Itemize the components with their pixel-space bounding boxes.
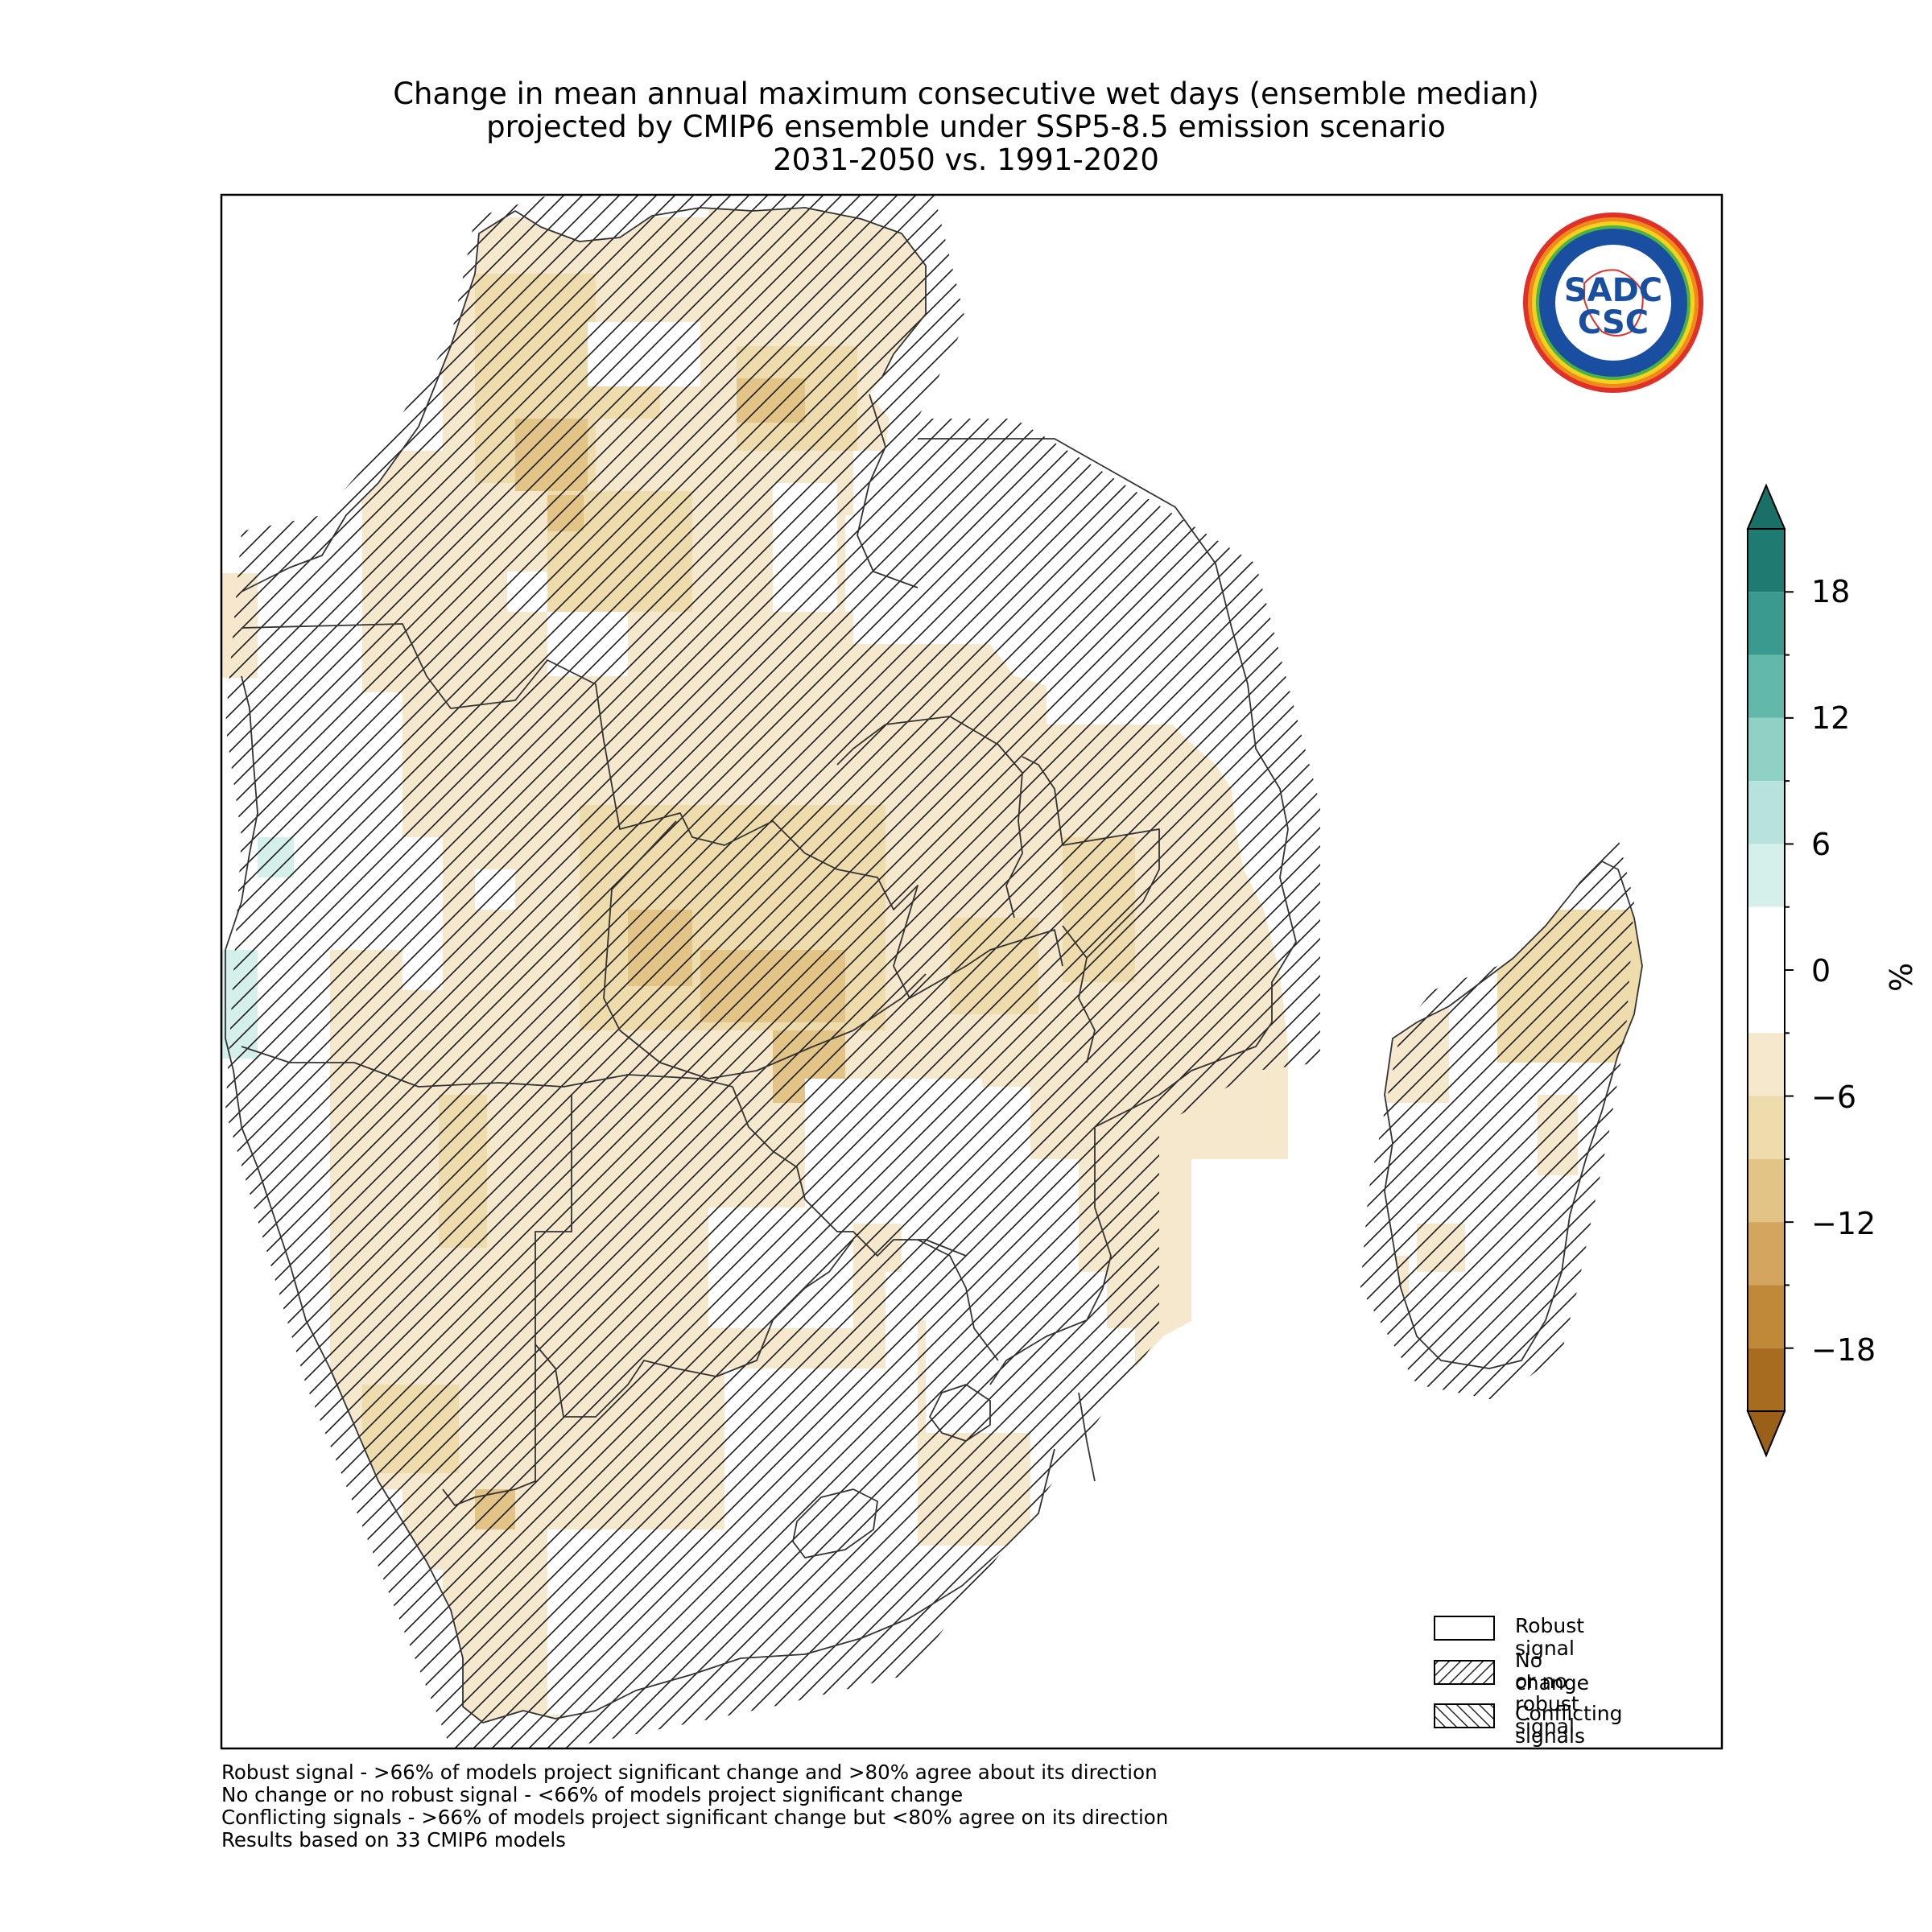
colorbar-tick-label: −18 — [1811, 1332, 1876, 1368]
sadc-csc-logo: SADC CSC — [1523, 213, 1703, 393]
colorbar-block — [1748, 781, 1785, 844]
map-frame — [220, 193, 1724, 1750]
colorbar-block — [1748, 592, 1785, 655]
legend-swatches — [1434, 1616, 1495, 1728]
colorbar-block — [1748, 1222, 1785, 1286]
colorbar-block — [1748, 717, 1785, 782]
colorbar-block — [1748, 529, 1785, 592]
colorbar-tick-label: 6 — [1811, 827, 1831, 862]
colorbar — [1746, 483, 1794, 1458]
colorbar-block — [1748, 844, 1785, 907]
legend-no-change-label-1: No change — [1515, 1649, 1590, 1695]
footnote-no-change: No change or no robust signal - <66% of … — [221, 1783, 964, 1806]
legend-no-change-label-2: or no robust signal — [1515, 1670, 1579, 1738]
title-line-2: projected by CMIP6 ensemble under SSP5-8… — [486, 109, 1446, 144]
colorbar-min-extension — [1746, 1410, 1786, 1458]
colorbar-tick-label: 0 — [1811, 953, 1831, 989]
hatching-no-robust-signal — [225, 195, 1634, 1748]
colorbar-block — [1748, 1348, 1785, 1411]
colorbar-tick-label: −12 — [1811, 1206, 1876, 1241]
country-borders — [225, 207, 1643, 1724]
colorbar-tick-label: 18 — [1811, 574, 1851, 609]
colorbar-max-extension — [1746, 483, 1786, 530]
colorbar-block — [1748, 654, 1785, 718]
title-line-3: 2031-2050 vs. 1991-2020 — [773, 142, 1159, 177]
colorbar-block — [1748, 1033, 1785, 1096]
legend-robust-label: Robust signal — [1515, 1614, 1585, 1660]
footnote-conflicting: Conflicting signals - >66% of models pro… — [221, 1806, 1169, 1829]
colorbar-block — [1748, 1096, 1785, 1159]
map-title: Change in mean annual maximum consecutiv… — [0, 77, 1932, 176]
title-line-1: Change in mean annual maximum consecutiv… — [393, 76, 1539, 111]
colorbar-block — [1748, 1285, 1785, 1348]
colorbar-unit-label: % — [1884, 962, 1919, 992]
footnotes: Robust signal - >66% of models project s… — [221, 1761, 1168, 1852]
footnote-robust: Robust signal - >66% of models project s… — [221, 1761, 1158, 1784]
colorbar-tick-label: −6 — [1811, 1080, 1857, 1115]
colorbar-block — [1748, 906, 1785, 1034]
colorbar-block — [1748, 1158, 1785, 1223]
logo-acronym-top: SADC — [1564, 272, 1662, 309]
footnote-models: Results based on 33 CMIP6 models — [221, 1828, 566, 1852]
colorbar-tick-label: 12 — [1811, 700, 1851, 736]
logo-acronym-bottom: CSC — [1578, 304, 1649, 341]
legend-conflicting-label: Conflicting signals — [1515, 1702, 1623, 1748]
